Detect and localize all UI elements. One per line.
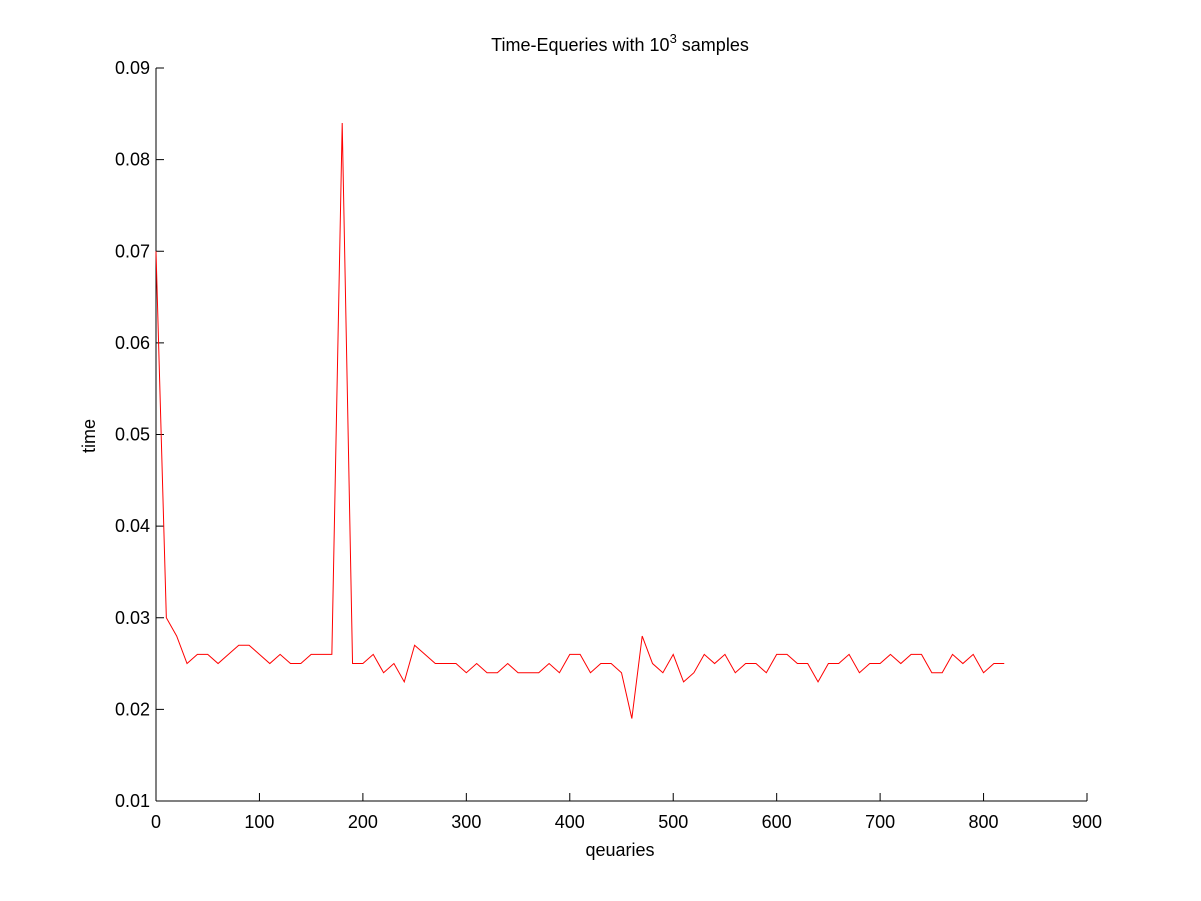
- y-ticks: 0.01 0.02 0.03 0.04 0.05 0.06 0.07 0.08 0.09: [115, 58, 164, 811]
- chart-title: Time-Equeries with 103 samples: [491, 31, 749, 55]
- x-axis-label: qeuaries: [585, 840, 654, 860]
- axes: [155, 68, 1087, 802]
- x-tick-label: 400: [555, 812, 585, 832]
- x-ticks: 0 100 200 300 400 500 600 700 800 900: [151, 793, 1102, 832]
- y-tick-label: 0.07: [115, 241, 150, 261]
- x-tick-label: 900: [1072, 812, 1102, 832]
- series-line: [155, 122, 1005, 719]
- chart-title-superscript: 3: [670, 31, 677, 46]
- chart-title-main: Time-Equeries with 10: [491, 35, 669, 55]
- x-tick-label: 500: [658, 812, 688, 832]
- x-tick-label: 600: [762, 812, 792, 832]
- x-tick-label: 700: [865, 812, 895, 832]
- y-tick-label: 0.04: [115, 516, 150, 536]
- x-tick-label: 300: [451, 812, 481, 832]
- y-tick-label: 0.08: [115, 150, 150, 170]
- series-group: [155, 122, 1005, 719]
- x-tick-label: 0: [151, 812, 161, 832]
- chart-title-end: samples: [677, 35, 749, 55]
- x-tick-label: 800: [969, 812, 999, 832]
- y-tick-label: 0.09: [115, 58, 150, 78]
- y-tick-label: 0.02: [115, 699, 150, 719]
- y-axis-label: time: [79, 419, 99, 453]
- y-tick-label: 0.05: [115, 425, 150, 445]
- y-tick-label: 0.01: [115, 791, 150, 811]
- x-tick-label: 100: [244, 812, 274, 832]
- y-tick-label: 0.03: [115, 608, 150, 628]
- y-tick-label: 0.06: [115, 333, 150, 353]
- x-tick-label: 200: [348, 812, 378, 832]
